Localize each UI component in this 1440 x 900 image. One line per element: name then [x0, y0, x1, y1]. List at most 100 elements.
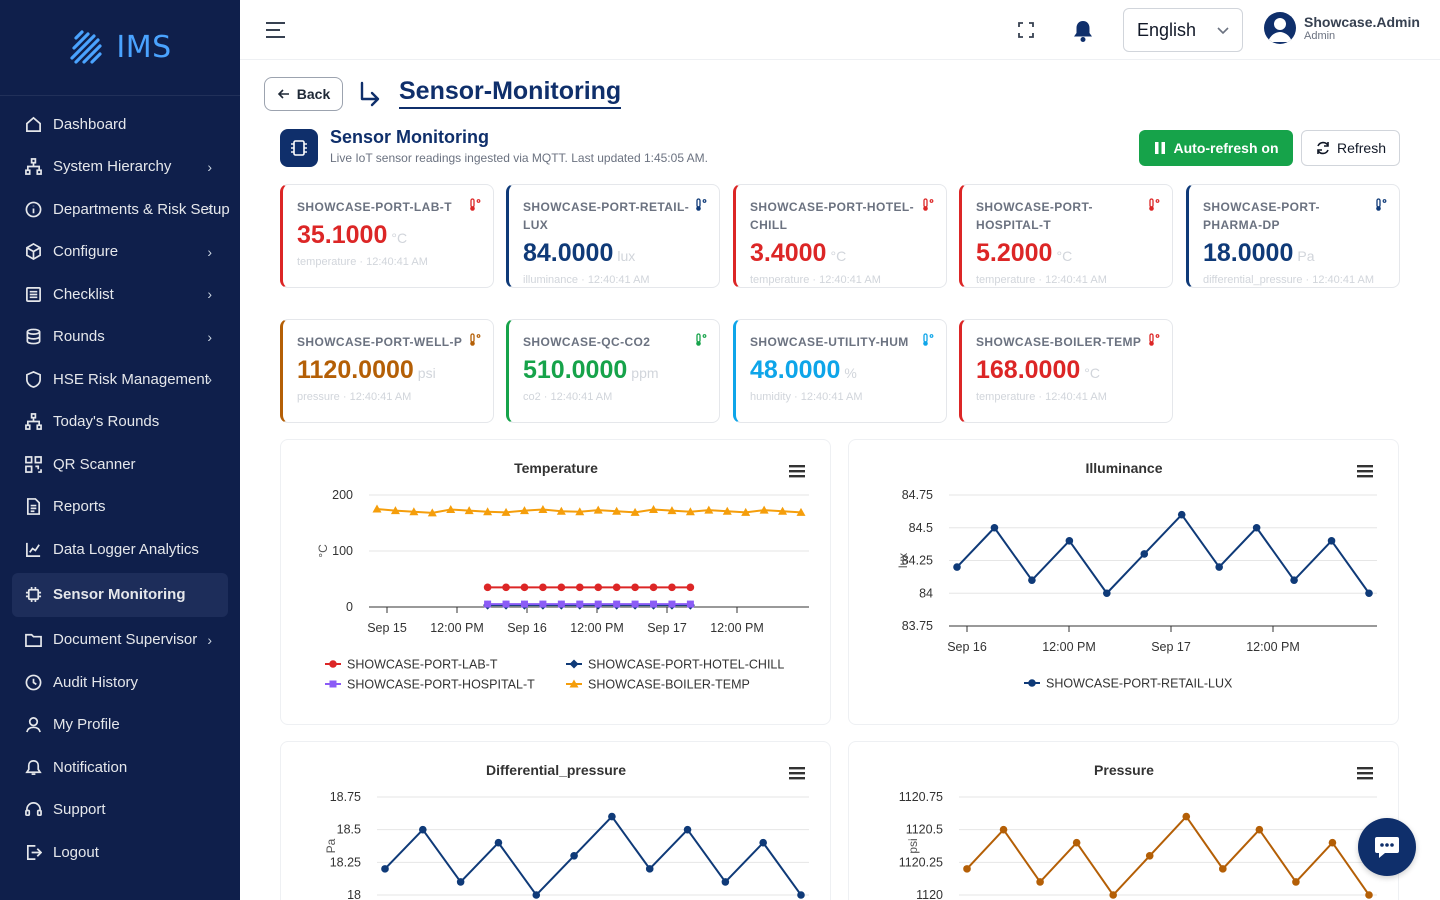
sidebar-item-reports[interactable]: Reports [0, 486, 240, 529]
data-point [1365, 589, 1373, 598]
data-point [1290, 576, 1298, 584]
y-tick-label: 84.5 [909, 521, 933, 535]
data-point [494, 838, 503, 847]
data-point [608, 812, 616, 821]
file-icon [24, 498, 42, 516]
sensor-value: 48.0000% [750, 356, 857, 384]
logo[interactable]: IMS [0, 0, 240, 96]
fullscreen-icon[interactable] [1018, 22, 1034, 38]
data-point [645, 865, 654, 873]
data-point [630, 507, 640, 516]
data-point [685, 507, 695, 516]
chevron-right-icon: › [207, 631, 212, 648]
sensor-card[interactable]: SHOWCASE-PORT-RETAIL-LUX 84.0000 lux illu… [506, 184, 720, 288]
data-point [1109, 891, 1117, 899]
data-point [593, 505, 603, 514]
notification-bell-icon[interactable] [1072, 19, 1094, 43]
x-tick-label: Sep 15 [367, 621, 407, 635]
sidebar-item-rounds[interactable]: Rounds › [0, 316, 240, 359]
sidebar-item-my-profile[interactable]: My Profile [0, 704, 240, 747]
refresh-button[interactable]: Refresh [1301, 130, 1400, 166]
chevron-right-icon: › [207, 371, 212, 388]
data-point [667, 506, 677, 515]
sensor-card[interactable]: SHOWCASE-PORT-HOSPITAL-T 5.2000 °C temper… [959, 184, 1173, 288]
data-point [1252, 523, 1261, 532]
sidebar-item-departments-risk-setup[interactable]: Departments & Risk Setup › [0, 188, 240, 231]
logo-icon [70, 29, 102, 64]
sidebar-item-qr-scanner[interactable]: QR Scanner [0, 443, 240, 486]
thermometer-icon [1376, 198, 1387, 211]
menu-toggle-icon[interactable] [266, 22, 285, 43]
sensor-card[interactable]: SHOWCASE-PORT-WELL-P 1120.0000 psi pressu… [280, 319, 494, 423]
chat-button[interactable] [1358, 818, 1416, 876]
arrow-left-icon [277, 89, 289, 99]
data-point [1177, 510, 1186, 519]
data-point [990, 523, 999, 532]
sensor-card[interactable]: SHOWCASE-PORT-LAB-T 35.1000 °C temperatur… [280, 184, 494, 288]
sidebar-item-logout[interactable]: Logout [0, 831, 240, 874]
auto-refresh-toggle[interactable]: Auto-refresh on [1139, 130, 1293, 166]
sensor-card[interactable]: SHOWCASE-BOILER-TEMP 168.0000 °C temperat… [959, 319, 1173, 423]
sidebar-item-checklist[interactable]: Checklist › [0, 273, 240, 316]
data-point [631, 583, 639, 592]
y-tick-label: 1120.25 [899, 855, 943, 869]
data-point [759, 838, 767, 847]
sidebar-nav: Dashboard System Hierarchy › Departments … [0, 96, 240, 874]
y-axis-label: psi [906, 838, 920, 853]
sidebar-item-today-s-rounds[interactable]: Today's Rounds [0, 401, 240, 444]
chart-menu-icon[interactable] [789, 465, 805, 478]
sidebar-item-data-logger-analytics[interactable]: Data Logger Analytics [0, 528, 240, 571]
sidebar-item-support[interactable]: Support [0, 789, 240, 832]
sidebar-item-sensor-monitoring[interactable]: Sensor Monitoring [12, 572, 228, 617]
chart-title: Pressure [1094, 762, 1154, 778]
x-tick-label: 12:00 PM [1042, 640, 1096, 654]
chart-menu-icon[interactable] [789, 767, 805, 780]
sensor-name: SHOWCASE-UTILITY-HUM [750, 335, 909, 349]
x-tick-label: Sep 17 [1151, 640, 1191, 654]
sensor-card[interactable]: SHOWCASE-QC-CO2 510.0000 ppm co2 · 12:40:… [506, 319, 720, 423]
back-button[interactable]: Back [264, 77, 343, 111]
sidebar-item-label: HSE Risk Management [53, 370, 209, 388]
sidebar-item-notification[interactable]: Notification [0, 746, 240, 789]
sensor-name: SHOWCASE-BOILER-TEMP [976, 335, 1142, 349]
chart-menu-icon[interactable] [1357, 465, 1373, 478]
sensor-card[interactable]: SHOWCASE-PORT-HOTEL-CHILL 3.4000 °C tempe… [733, 184, 947, 288]
data-point [631, 600, 639, 608]
data-point [519, 506, 529, 515]
user-menu[interactable]: Showcase.Admin Admin [1264, 12, 1420, 44]
temperature-chart-panel: Temperature 0 100 200 °C Sep 15 12:00 PM Sep 16… [280, 439, 831, 725]
sensor-unit: °C [1084, 365, 1100, 381]
sidebar-item-label: Today's Rounds [53, 413, 160, 431]
sensor-meta: temperature · 12:40:41 AM [976, 274, 1107, 286]
data-point [502, 583, 510, 592]
section-title: Sensor Monitoring [330, 127, 489, 147]
data-point [329, 680, 337, 688]
chip-icon [280, 129, 318, 167]
sidebar-item-document-supervisor[interactable]: Document Supervisor › [0, 619, 240, 662]
chevron-right-icon: › [207, 201, 212, 218]
data-point [613, 600, 621, 608]
user-name: Showcase.Admin [1304, 14, 1420, 30]
y-tick-label: 18.5 [337, 823, 361, 837]
sidebar-item-label: Data Logger Analytics [53, 540, 199, 558]
chart-menu-icon[interactable] [1357, 767, 1373, 780]
data-point [649, 583, 658, 592]
sensor-meta: co2 · 12:40:41 AM [523, 391, 613, 403]
sidebar-item-system-hierarchy[interactable]: System Hierarchy › [0, 146, 240, 189]
sidebar-item-dashboard[interactable]: Dashboard [0, 103, 240, 146]
language-select[interactable]: English [1123, 8, 1243, 52]
sidebar-item-configure[interactable]: Configure › [0, 231, 240, 274]
data-point [1365, 891, 1373, 899]
sensor-card[interactable]: SHOWCASE-PORT-PHARMA-DP 18.0000 Pa differ… [1186, 184, 1400, 288]
avatar [1264, 12, 1296, 44]
sidebar-item-hse-risk-management[interactable]: HSE Risk Management › [0, 358, 240, 401]
sidebar-item-label: QR Scanner [53, 455, 136, 473]
sidebar-item-audit-history[interactable]: Audit History [0, 661, 240, 704]
data-point [464, 506, 474, 515]
hierarchy-icon [24, 413, 42, 431]
refresh-icon [1317, 141, 1329, 155]
sensor-value: 168.0000 °C [976, 356, 1100, 384]
illuminance-chart-panel: Illuminance 83.75 84 84.25 84.5 84.75 lux Sep 1… [848, 439, 1399, 725]
sensor-card[interactable]: SHOWCASE-UTILITY-HUM 48.0000% humidity ·… [733, 319, 947, 423]
chevron-right-icon: › [207, 158, 212, 175]
